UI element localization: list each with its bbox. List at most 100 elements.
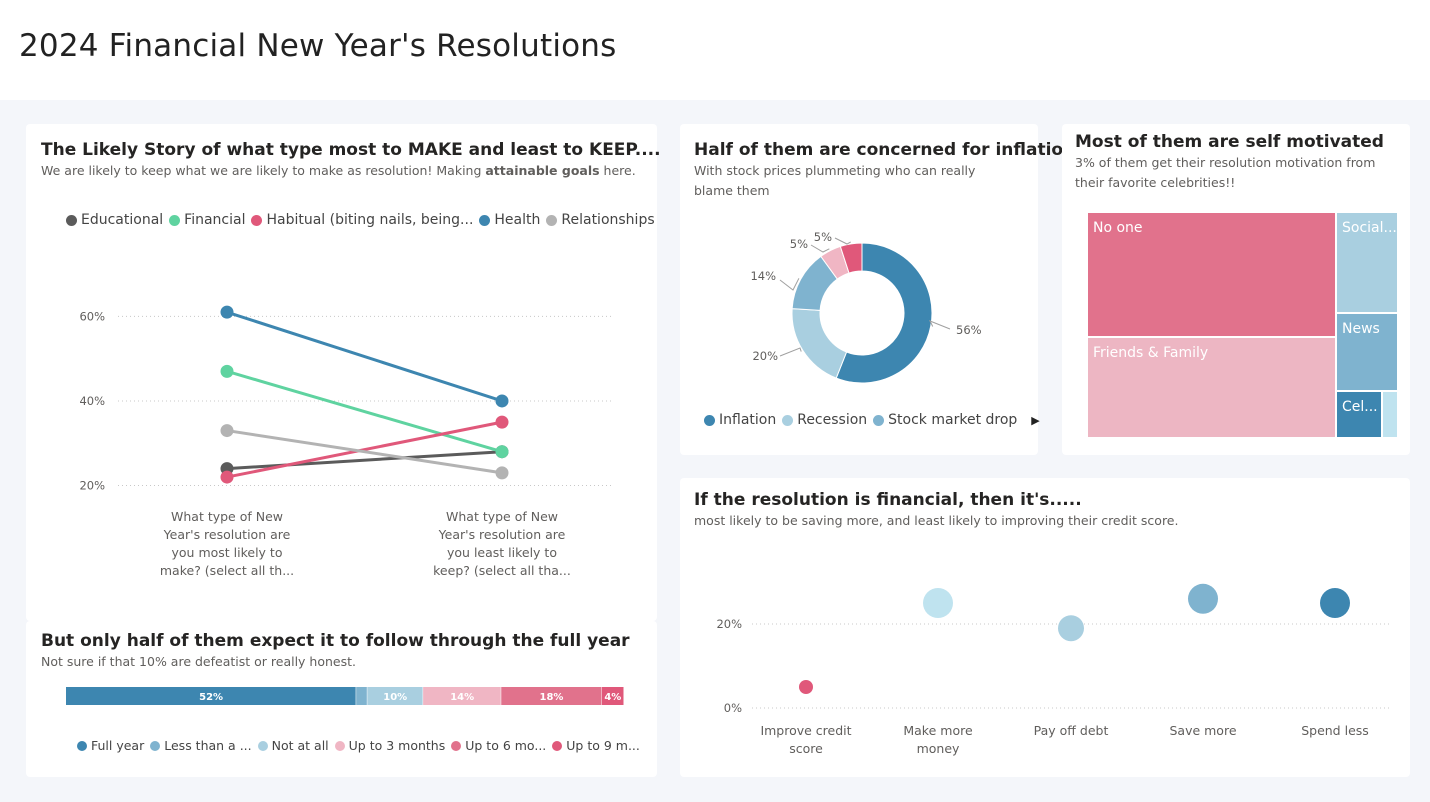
slope-legend-item-label: Health xyxy=(494,212,541,228)
slope-legend-item-label: Relationships xyxy=(561,212,655,228)
slope-series-line xyxy=(226,369,503,454)
slope-legend[interactable]: Educational Financial Habitual (biting nai… xyxy=(66,212,661,228)
slope-subtitle-text: We are likely to keep what we are likely… xyxy=(41,163,486,178)
stacked-legend[interactable]: Full year Less than a ... Not at all Up to … xyxy=(77,738,646,753)
donut-legend-item-marker xyxy=(873,414,885,426)
treemap-chart: No one Friends & Family Social... News Cel..… xyxy=(1087,212,1398,438)
donut-chart: 56% 20% 14% 5% 5% xyxy=(750,230,982,384)
stacked-legend-item[interactable]: Up to 9 m... xyxy=(552,738,640,753)
treemap-tile-label: News xyxy=(1342,321,1380,337)
stacked-title: But only half of them expect it to follo… xyxy=(41,631,630,651)
stacked-card: But only half of them expect it to follo… xyxy=(26,621,657,777)
stacked-legend-item[interactable]: Not at all xyxy=(257,738,329,753)
donut-leader-line xyxy=(779,278,800,291)
stacked-legend-item[interactable]: Up to 6 mo... xyxy=(451,738,546,753)
donut-legend-item-marker xyxy=(704,414,715,426)
stacked-legend-item-label: Less than a ... xyxy=(164,738,252,753)
donut-legend[interactable]: Inflation Recession Stock market drop ▶ xyxy=(704,412,1040,428)
slope-legend-item-label: Habitual (biting nails, being... xyxy=(266,212,474,228)
treemap-tile[interactable] xyxy=(1382,391,1398,438)
stacked-legend-item[interactable]: Less than a ... xyxy=(150,738,252,753)
slope-subtitle: We are likely to keep what we are likely… xyxy=(41,161,636,181)
slope-subtitle-bold: attainable goals xyxy=(485,163,600,178)
header: 2024 Financial New Year's Resolutions xyxy=(0,0,1430,100)
donut-legend-item-label: Stock market drop xyxy=(888,412,1018,428)
bubble-x-tick-label: Pay off debt xyxy=(1034,723,1109,738)
donut-legend-item[interactable]: Inflation xyxy=(704,412,776,428)
stacked-legend-item-marker xyxy=(552,740,563,751)
slope-x-tick-label: you most likely to xyxy=(172,545,283,560)
slope-legend-item-label: Financial xyxy=(184,212,246,228)
stacked-bar-segment xyxy=(356,687,368,705)
treemap-tile[interactable]: No one xyxy=(1087,212,1336,337)
donut-legend-item-label: Recession xyxy=(797,412,868,428)
slope-legend-item-label: Educational xyxy=(81,212,164,228)
stacked-legend-item[interactable]: Up to 3 months xyxy=(334,738,446,753)
slope-legend-item[interactable]: Habitual (biting nails, being... xyxy=(251,212,473,228)
slope-x-tick-label: make? (select all th... xyxy=(160,563,294,578)
bubble-subtitle: most likely to be saving more, and least… xyxy=(694,513,1179,528)
treemap-tile[interactable]: Social... xyxy=(1336,212,1398,313)
slope-legend-item[interactable]: Educational xyxy=(66,212,163,228)
treemap-subtitle-line-2: their favorite celebrities!! xyxy=(1075,175,1236,190)
stacked-legend-item-marker xyxy=(77,740,87,751)
slope-subtitle-end: here. xyxy=(599,163,636,178)
slope-point xyxy=(495,394,509,408)
slope-legend-item[interactable]: Health xyxy=(479,212,540,228)
slope-point xyxy=(495,466,509,480)
bubble-x-tick-label: Improve credit xyxy=(760,723,851,738)
donut-leader-line xyxy=(834,237,851,245)
stacked-bar-label: 4% xyxy=(604,692,621,703)
donut-subtitle-line-1: With stock prices plummeting who can rea… xyxy=(694,163,976,178)
bubble-x-tick-label: score xyxy=(789,741,823,756)
page-title: 2024 Financial New Year's Resolutions xyxy=(19,28,617,64)
slope-legend-item-marker xyxy=(546,214,558,226)
legend-next-arrow-icon[interactable]: ▶ xyxy=(1031,413,1040,427)
stacked-legend-item-label: Up to 6 mo... xyxy=(465,738,547,753)
slope-x-tick-label: you least likely to xyxy=(447,545,557,560)
bubble-x-tick-label: Save more xyxy=(1169,723,1236,738)
treemap-tile[interactable]: Cel... xyxy=(1336,391,1382,438)
stacked-legend-item-marker xyxy=(257,740,268,751)
donut-data-label: 5% xyxy=(814,230,832,244)
donut-legend-item-marker xyxy=(782,414,794,426)
donut-title: Half of them are concerned for inflation xyxy=(694,140,1076,160)
donut-subtitle-line-2: blame them xyxy=(694,183,770,198)
treemap-tile[interactable]: Friends & Family xyxy=(1087,337,1336,438)
donut-slice xyxy=(791,308,848,379)
bubble-point xyxy=(1320,588,1350,618)
donut-legend-item-label: Inflation xyxy=(719,412,777,428)
bubble-y-tick-label: 20% xyxy=(716,617,742,631)
treemap-title: Most of them are self motivated xyxy=(1075,132,1384,152)
slope-chart: 20% 40% 60% What type of New Year's resoluti… xyxy=(79,305,614,578)
bubble-title: If the resolution is financial, then it'… xyxy=(694,490,1082,510)
stacked-bar-label: 10% xyxy=(383,692,407,703)
stacked-legend-item[interactable]: Full year xyxy=(77,738,144,753)
treemap-subtitle: 3% of them get their resolution motivati… xyxy=(1075,153,1375,193)
slope-x-tick-label: What type of New xyxy=(446,509,558,524)
slope-y-tick-label: 60% xyxy=(79,309,105,323)
slope-point xyxy=(220,364,234,378)
slope-legend-item[interactable]: Financial xyxy=(169,212,245,228)
slope-series-line xyxy=(226,429,503,475)
treemap-tile[interactable]: News xyxy=(1336,313,1398,391)
stacked-legend-item-marker xyxy=(150,740,161,751)
slope-x-tick-label: Year's resolution are xyxy=(438,527,566,542)
slope-x-tick-label: keep? (select all tha... xyxy=(433,563,571,578)
donut-slice xyxy=(839,242,863,274)
slope-point xyxy=(220,470,234,484)
slope-point xyxy=(495,415,509,429)
stacked-bar-segment xyxy=(601,687,624,705)
slope-legend-item[interactable]: Relationships xyxy=(546,212,655,228)
bubble-x-tick-label: Spend less xyxy=(1301,723,1369,738)
slope-legend-item-marker xyxy=(251,214,263,226)
stacked-legend-item-label: Up to 3 months xyxy=(348,738,446,753)
treemap-tile-label: Social... xyxy=(1342,220,1397,236)
stacked-legend-item-label: Not at all xyxy=(271,738,329,753)
slope-legend-item-marker xyxy=(169,214,181,226)
donut-subtitle: With stock prices plummeting who can rea… xyxy=(694,161,975,201)
donut-legend-item[interactable]: Stock market drop xyxy=(873,412,1017,428)
stacked-bar-segment xyxy=(66,687,357,705)
slope-series-line xyxy=(226,310,503,403)
donut-legend-item[interactable]: Recession xyxy=(782,412,867,428)
